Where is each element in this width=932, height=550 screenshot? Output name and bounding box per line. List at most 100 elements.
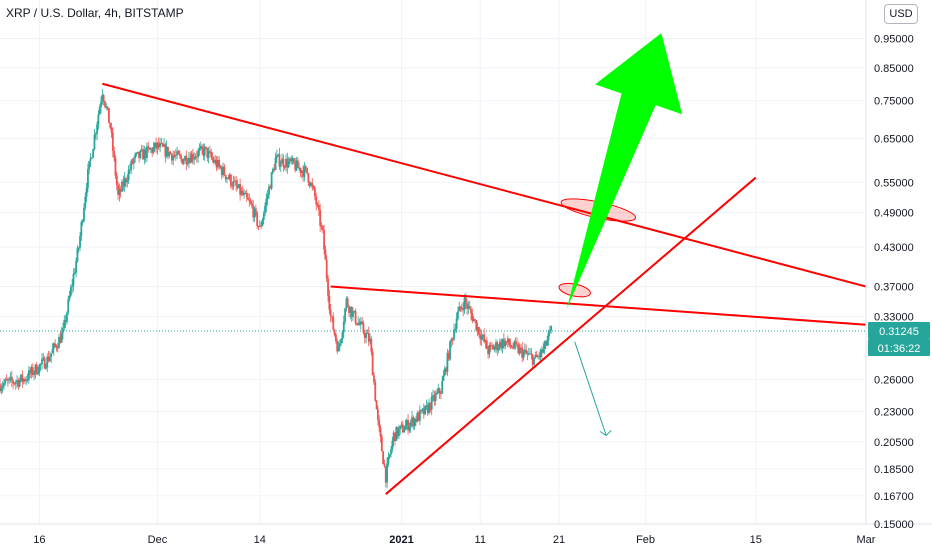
candle-body (352, 311, 354, 317)
candle-body (424, 405, 427, 415)
candle-body (345, 298, 348, 309)
candle-body (172, 155, 175, 161)
candle-body (80, 222, 83, 236)
candle-body (257, 225, 260, 227)
candle-body (268, 186, 270, 195)
candle-body (384, 466, 387, 483)
candle-body (197, 150, 200, 157)
candle-body (0, 384, 1, 392)
candle-body (492, 346, 495, 350)
candle-body (464, 297, 467, 304)
candle-body (261, 220, 264, 227)
candles (0, 89, 552, 489)
candle-body (90, 157, 93, 159)
candle-body (243, 192, 245, 195)
candle-body (533, 357, 535, 365)
candle-body (530, 353, 533, 355)
candle-body (478, 327, 480, 335)
candle-body (75, 261, 78, 273)
candle-body (0, 387, 3, 392)
candle-body (277, 154, 280, 156)
candle-body (29, 370, 32, 374)
candle-body (206, 147, 209, 158)
candle-body (149, 148, 152, 150)
candle-body (142, 149, 144, 160)
candle-body (543, 341, 546, 349)
candle-body (425, 405, 428, 407)
candle-body (296, 160, 299, 168)
candle-body (437, 388, 440, 393)
candle-body (81, 220, 84, 223)
candle-body (176, 151, 179, 156)
candle-body (380, 436, 383, 452)
candle-body (512, 347, 514, 349)
candle-body (397, 429, 400, 437)
candle-body (31, 367, 34, 376)
candle-body (52, 343, 55, 350)
candle-body (471, 313, 474, 322)
candle-body (62, 328, 64, 333)
candle-body (164, 144, 167, 157)
candle-body (449, 341, 451, 360)
candle-body (130, 160, 133, 170)
candle-body (245, 192, 248, 198)
candle-body (186, 163, 189, 165)
candle-body (366, 332, 369, 334)
candle-body (60, 332, 63, 343)
candle-body (92, 149, 95, 158)
candle-body (436, 392, 438, 394)
candle-body (94, 133, 97, 135)
candle-body (144, 149, 147, 158)
candle-body (404, 425, 407, 431)
candle-body (514, 341, 517, 344)
candle-body (20, 374, 22, 381)
candle-body (458, 306, 461, 312)
candle-body (188, 157, 190, 164)
candle-body (520, 347, 522, 349)
candle-body (382, 451, 385, 465)
candle-body (210, 151, 213, 158)
candle-body (470, 308, 472, 314)
candle-body (262, 213, 265, 221)
candle-body (184, 156, 186, 161)
candle-body (218, 159, 221, 166)
candle-body (48, 357, 51, 362)
candle-body (295, 160, 298, 171)
candle-body (501, 339, 504, 349)
candle-body (341, 331, 344, 339)
candle-body (488, 345, 491, 355)
x-tick-label: 14 (254, 534, 266, 546)
candle-body (241, 190, 244, 195)
x-tick-label: Mar (857, 534, 876, 546)
candle-body (102, 95, 105, 102)
candle-body (442, 375, 445, 381)
candle-body (215, 160, 218, 168)
candle-body (132, 158, 135, 164)
currency-button[interactable]: USD (884, 4, 918, 24)
candle-body (248, 199, 251, 202)
x-tick-label: 2021 (389, 534, 413, 546)
candle-body (390, 449, 392, 455)
candle-body (388, 454, 391, 457)
x-tick-label: 21 (553, 534, 565, 546)
candle-body (447, 352, 450, 360)
candle-body (17, 380, 20, 387)
candle-body (317, 205, 320, 210)
candle-body (93, 134, 96, 150)
candle-body (106, 106, 109, 109)
candle-body (58, 336, 60, 348)
candle-body (547, 332, 550, 341)
candle-body (420, 410, 423, 412)
candle-body (87, 169, 89, 188)
candle-body (165, 146, 168, 157)
candle-body (400, 424, 403, 426)
candle-body (5, 379, 8, 381)
candle-body (336, 341, 339, 352)
candle-body (370, 338, 373, 352)
candle-body (209, 151, 211, 153)
candle-body (342, 321, 345, 332)
candle-body (55, 345, 58, 348)
candle-body (8, 378, 11, 381)
candle-body (483, 334, 486, 342)
